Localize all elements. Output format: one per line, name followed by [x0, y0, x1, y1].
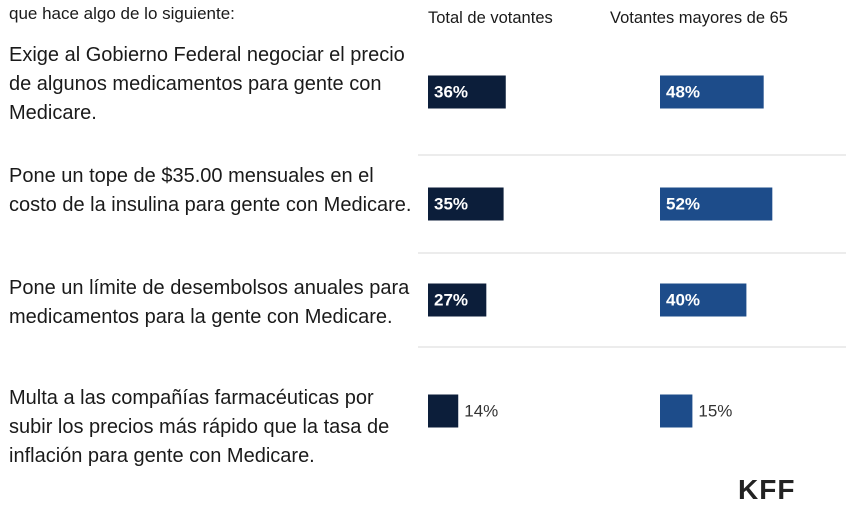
value-label: 14%	[464, 401, 498, 420]
column-header: Total de votantes	[428, 9, 553, 27]
value-label: 40%	[666, 290, 700, 309]
value-label: 27%	[434, 290, 468, 309]
bar	[660, 283, 747, 317]
subtitle: que hace algo de lo siguiente:	[9, 4, 235, 23]
category-label: Multa a las compañías farmacéuticas por …	[9, 387, 390, 467]
value-label: 36%	[434, 82, 468, 101]
value-label: 52%	[666, 194, 700, 213]
bar	[428, 75, 506, 109]
bar	[428, 283, 487, 317]
value-label: 48%	[666, 82, 700, 101]
category-label: Pone un tope de $35.00 mensuales en el c…	[9, 165, 412, 216]
bar	[428, 187, 504, 221]
logo: KFF	[738, 474, 796, 505]
bar	[660, 187, 773, 221]
bar	[660, 394, 693, 428]
column-header: Votantes mayores de 65	[610, 9, 788, 27]
bar	[428, 394, 459, 428]
category-label: Pone un límite de desembolsos anuales pa…	[9, 277, 410, 328]
category-label: Exige al Gobierno Federal negociar el pr…	[9, 44, 405, 124]
value-label: 35%	[434, 194, 468, 213]
bar	[660, 75, 764, 109]
value-label: 15%	[698, 401, 732, 420]
